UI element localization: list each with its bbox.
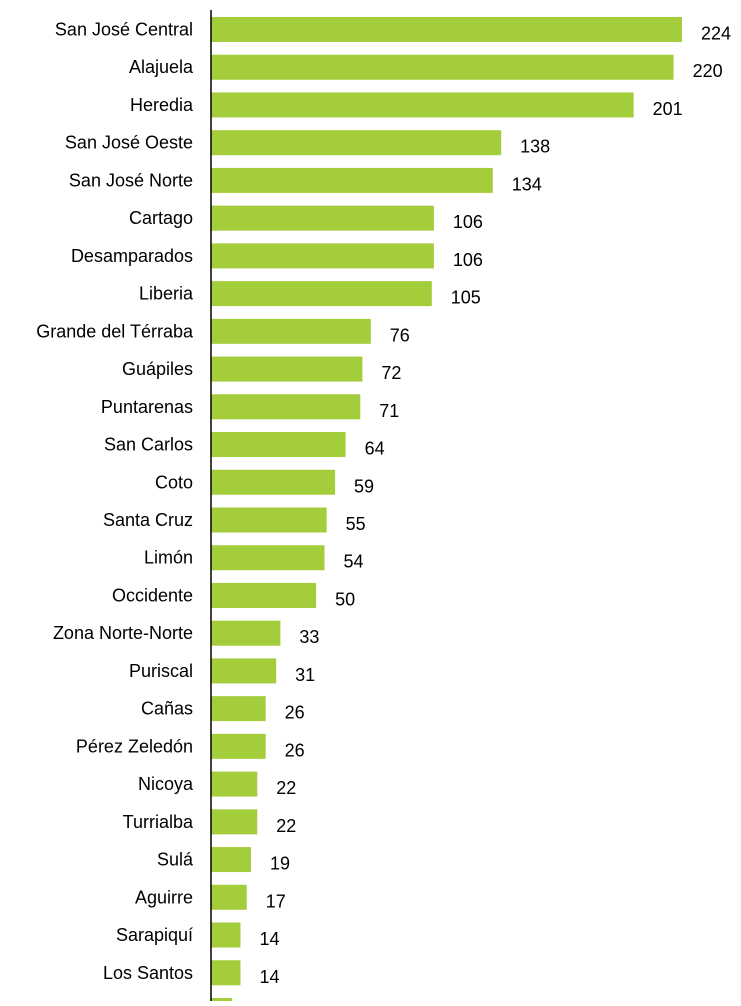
bar (211, 469, 336, 495)
data-label: 105 (451, 288, 481, 308)
bar (211, 130, 502, 156)
bars-layer (211, 17, 682, 1006)
category-label: Aguirre (135, 887, 193, 907)
data-label: 19 (270, 854, 290, 874)
data-label: 220 (693, 61, 723, 81)
bar (211, 432, 346, 458)
data-label: 138 (520, 137, 550, 157)
bar (211, 545, 325, 571)
data-label: 201 (653, 99, 683, 119)
data-label: 22 (276, 816, 296, 836)
data-label: 22 (276, 778, 296, 798)
data-label: 50 (335, 589, 355, 609)
data-label: 106 (453, 212, 483, 232)
category-label: Occidente (112, 585, 193, 605)
category-label: Puntarenas (101, 397, 193, 417)
category-label: Los Santos (103, 963, 193, 983)
data-label: 134 (512, 174, 542, 194)
data-label: 224 (701, 24, 731, 44)
bar (211, 733, 266, 759)
category-label: Puriscal (129, 661, 193, 681)
bar (211, 809, 258, 835)
bar (211, 17, 682, 42)
category-label: Cartago (129, 208, 193, 228)
bar (211, 318, 371, 344)
data-label: 72 (381, 363, 401, 383)
data-label: 64 (365, 439, 385, 459)
bar (211, 54, 674, 80)
category-labels-layer: San José Central Alajuela Heredia San José … (36, 20, 194, 1006)
category-label: Turrialba (123, 812, 194, 832)
bar (211, 771, 258, 797)
data-label: 54 (344, 552, 364, 572)
bar (211, 922, 241, 948)
bar (211, 507, 327, 533)
data-label: 33 (299, 627, 319, 647)
bar (211, 658, 277, 684)
bar (211, 167, 493, 193)
bar (211, 92, 634, 118)
data-label: 71 (379, 401, 399, 421)
category-label: Desamparados (71, 246, 193, 266)
category-label: Santa Cruz (103, 510, 193, 530)
bar (211, 960, 241, 986)
data-label: 17 (266, 891, 286, 911)
category-label: San José Norte (69, 170, 193, 190)
data-label: 14 (259, 929, 279, 949)
category-label: Heredia (130, 95, 194, 115)
category-label: Coto (155, 472, 193, 492)
data-label: 31 (295, 665, 315, 685)
category-label: San José Oeste (65, 133, 193, 153)
category-label: Zona Norte-Norte (53, 623, 193, 643)
category-label: Liberia (139, 284, 194, 304)
data-labels-layer: 224 220 201 138 134 106 106 105 76 72 71 64 59 55 54 50… (251, 24, 731, 1006)
category-label: Cañas (141, 699, 193, 719)
bar (211, 356, 363, 382)
bar (211, 696, 266, 722)
bar (211, 281, 432, 307)
category-label: Guápiles (122, 359, 193, 379)
category-label: Alajuela (129, 57, 194, 77)
bar (211, 394, 361, 420)
bar (211, 884, 247, 910)
category-label: Grande del Térraba (36, 321, 194, 341)
category-label: Limón (144, 548, 193, 568)
category-label: Sarapiquí (116, 925, 193, 945)
data-label: 55 (346, 514, 366, 534)
data-label: 26 (285, 740, 305, 760)
bar (211, 847, 251, 873)
category-label: San Carlos (104, 435, 193, 455)
bar (211, 620, 281, 646)
data-label: 14 (259, 967, 279, 987)
data-label: 76 (390, 325, 410, 345)
bar (211, 205, 434, 231)
category-label: Pérez Zeledón (76, 736, 193, 756)
category-label: Sulá (157, 850, 194, 870)
category-label: San José Central (55, 20, 193, 40)
bar (211, 243, 434, 269)
data-label: 26 (285, 703, 305, 723)
bar (211, 582, 317, 608)
data-label: 59 (354, 476, 374, 496)
category-label: Nicoya (138, 774, 194, 794)
data-label: 106 (453, 250, 483, 270)
